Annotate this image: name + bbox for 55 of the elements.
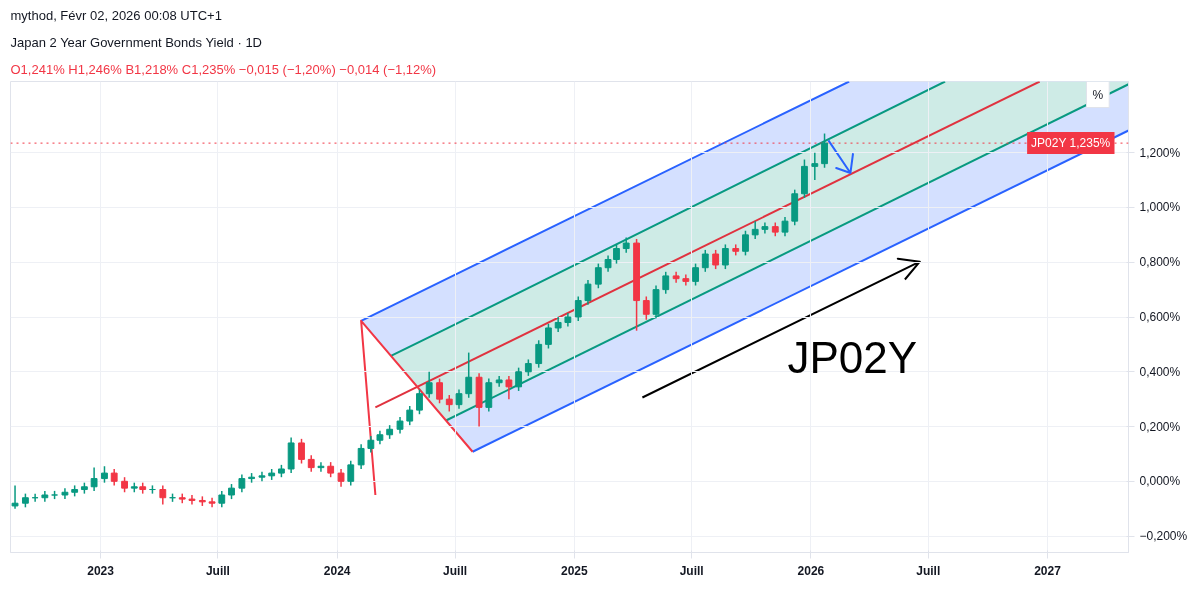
- candlestick: [642, 295, 650, 321]
- candlestick: [416, 388, 423, 415]
- candlestick: [781, 216, 789, 237]
- candlestick: [701, 249, 709, 273]
- annotation: JP02Y: [787, 332, 918, 382]
- x-tick-label: Juill: [443, 563, 468, 578]
- annotation: %: [1092, 87, 1104, 102]
- line-series: [641, 257, 921, 399]
- candlestick: [317, 461, 325, 473]
- candlestick: [515, 366, 523, 392]
- x-tick-label: 2027: [1034, 563, 1062, 578]
- y-tick-label: 0,200%: [1139, 419, 1181, 434]
- candlestick: [594, 262, 602, 289]
- candlestick: [505, 375, 513, 400]
- y-tick-label: −0,200%: [1139, 529, 1188, 544]
- text: mythod, Févr 02, 2026 00:08 UTC+1: [10, 7, 222, 23]
- candlestick: [90, 466, 98, 492]
- candlestick: [298, 438, 305, 465]
- x-tick-label: 2023: [87, 563, 115, 578]
- candlestick: [692, 262, 699, 287]
- ref-line-label: JP02Y 1,235%: [1031, 136, 1111, 151]
- candlestick: [465, 351, 473, 399]
- x-tick-label: Juill: [679, 563, 704, 578]
- candlestick: [436, 377, 443, 405]
- candlestick: [425, 371, 433, 399]
- candlestick: [188, 494, 196, 506]
- candlestick: [712, 249, 720, 270]
- x-tick-label: 2026: [797, 563, 825, 578]
- y-tick-label: 1,000%: [1139, 200, 1181, 215]
- candlestick: [159, 484, 167, 506]
- chart-title: Japan 2 Year Government Bonds Yield · 1D: [10, 34, 262, 50]
- x-tick-label: Juill: [205, 563, 230, 578]
- candlestick: [455, 388, 463, 410]
- y-tick-label: 0,000%: [1139, 474, 1181, 489]
- candlestick: [11, 484, 19, 510]
- candlestick: [347, 460, 355, 487]
- x-tick-label: 2025: [561, 563, 589, 578]
- candlestick: [584, 279, 592, 306]
- candlestick: [535, 339, 543, 369]
- candlestick: [662, 271, 670, 295]
- candlestick: [742, 229, 749, 257]
- y-tick-label: 0,600%: [1139, 310, 1181, 324]
- candlestick: [721, 243, 729, 270]
- x-tick-label: Juill: [916, 563, 941, 578]
- candlestick: [357, 443, 365, 470]
- candlestick: [821, 132, 828, 169]
- y-tick-label: 0,800%: [1139, 255, 1181, 270]
- candlestick: [574, 295, 582, 322]
- candlestick: [811, 151, 819, 181]
- chart-subtitle: O1,241% H1,246% B1,218% C1,235% −0,015 (−1,20%) −0,014 (−1,12%): [10, 61, 437, 77]
- candlestick: [545, 323, 552, 350]
- y-tick-label: 1,200%: [1139, 145, 1181, 160]
- y-tick-label: 0,400%: [1139, 364, 1181, 379]
- candlestick: [406, 405, 414, 426]
- x-tick-label: 2024: [323, 563, 351, 578]
